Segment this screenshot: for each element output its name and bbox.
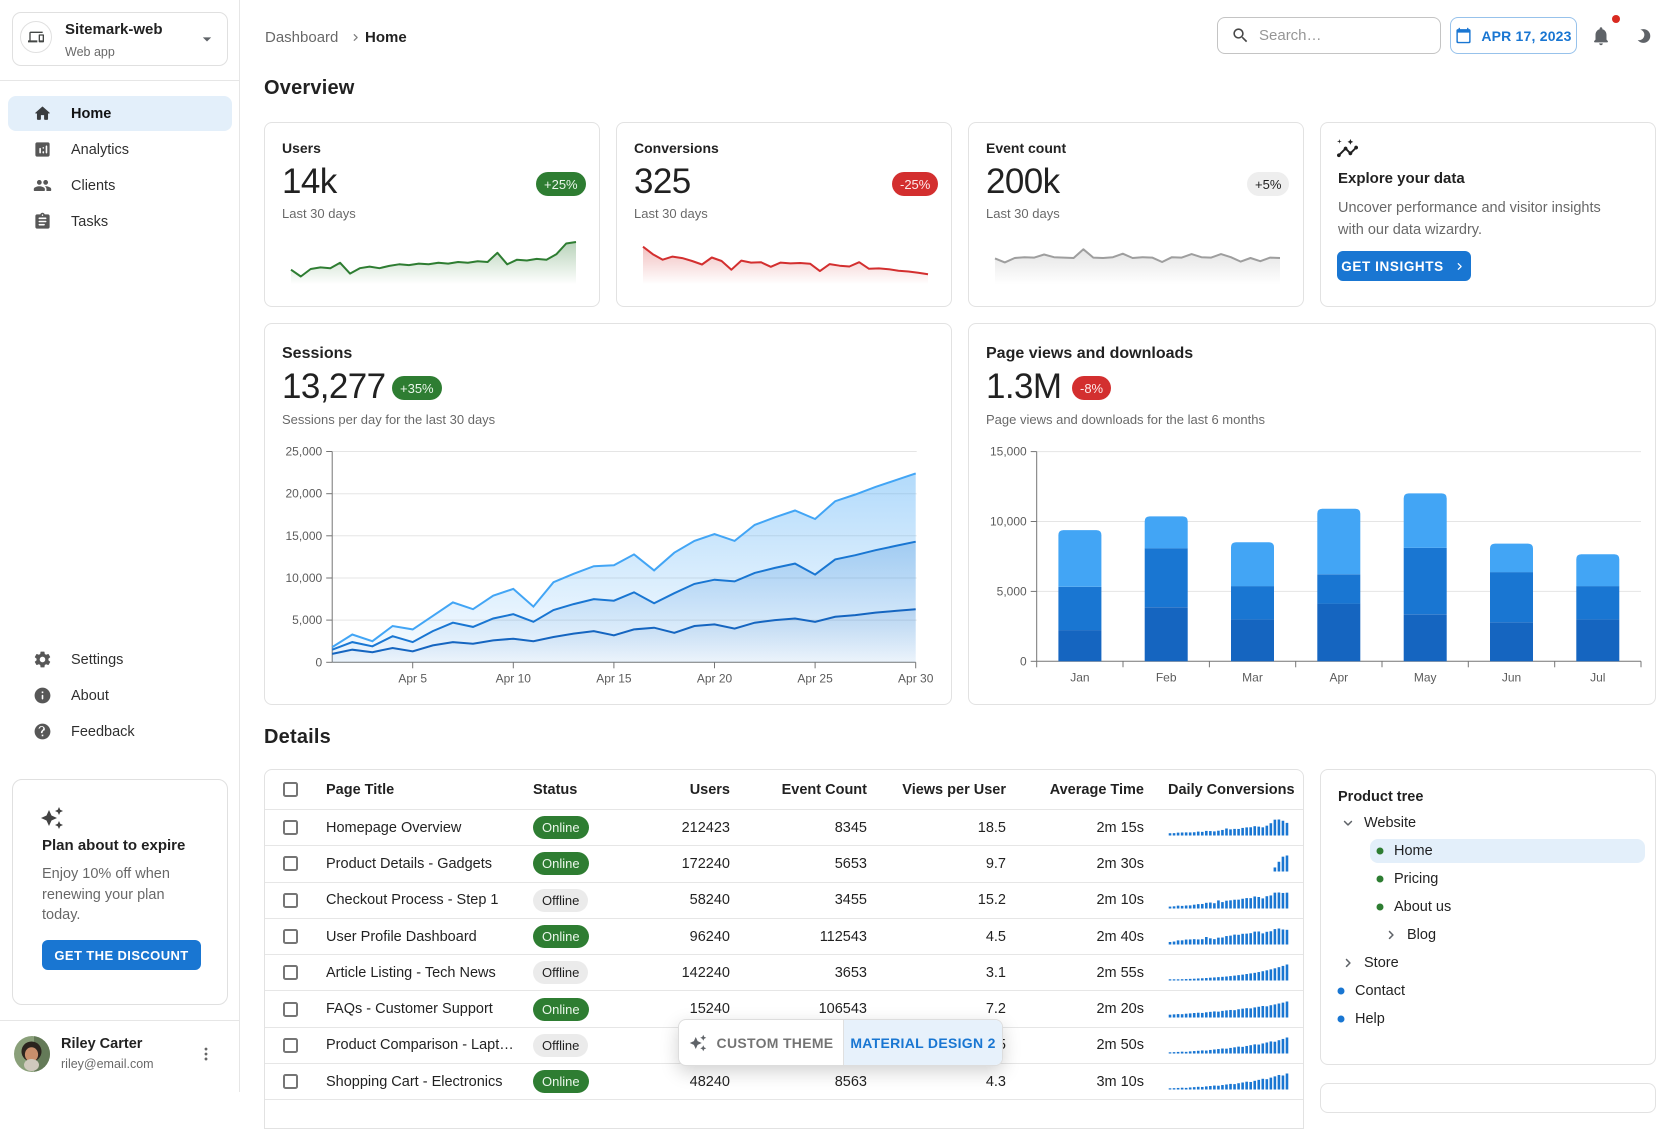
svg-text:Apr 20: Apr 20 [697,671,733,685]
svg-text:Apr 5: Apr 5 [398,671,427,685]
svg-text:Feb: Feb [1156,670,1177,684]
svg-text:25,000: 25,000 [285,445,322,459]
svg-text:Apr 30: Apr 30 [898,671,934,685]
svg-text:5,000: 5,000 [997,584,1027,598]
svg-text:20,000: 20,000 [285,487,322,501]
svg-text:Mar: Mar [1242,670,1263,684]
svg-text:15,000: 15,000 [285,529,322,543]
svg-text:Jun: Jun [1502,670,1521,684]
svg-text:Apr 25: Apr 25 [797,671,833,685]
svg-text:0: 0 [316,655,323,669]
svg-text:10,000: 10,000 [990,515,1027,529]
svg-text:May: May [1414,670,1437,684]
svg-text:Apr 10: Apr 10 [496,671,532,685]
svg-text:5,000: 5,000 [292,613,322,627]
svg-text:Jul: Jul [1590,670,1605,684]
svg-text:15,000: 15,000 [990,445,1027,459]
svg-text:0: 0 [1020,654,1027,668]
svg-text:Apr: Apr [1329,670,1348,684]
svg-text:Apr 15: Apr 15 [596,671,632,685]
svg-text:10,000: 10,000 [285,571,322,585]
svg-text:Jan: Jan [1070,670,1089,684]
